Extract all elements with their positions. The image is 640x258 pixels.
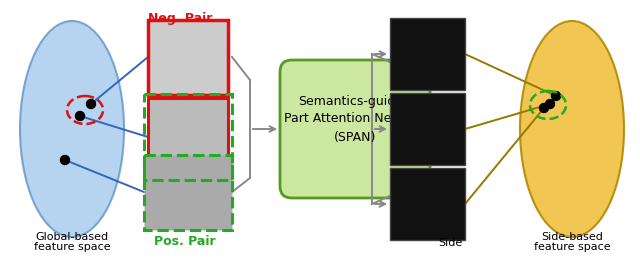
Circle shape xyxy=(76,111,84,120)
Bar xyxy=(148,20,228,95)
Text: Part Attention Network: Part Attention Network xyxy=(284,112,426,125)
Bar xyxy=(148,98,228,176)
Circle shape xyxy=(61,156,70,165)
Bar xyxy=(144,94,232,180)
Text: Pos. Pair: Pos. Pair xyxy=(154,235,216,248)
Text: feature space: feature space xyxy=(534,242,611,252)
Text: (SPAN): (SPAN) xyxy=(334,131,376,143)
Circle shape xyxy=(545,100,554,109)
Bar xyxy=(390,18,465,90)
Text: Side: Side xyxy=(438,238,462,248)
Text: Side-based: Side-based xyxy=(541,232,603,242)
Bar xyxy=(390,93,465,165)
Text: feature space: feature space xyxy=(34,242,110,252)
Ellipse shape xyxy=(520,21,624,237)
Text: Semantics-guided: Semantics-guided xyxy=(298,94,412,108)
Text: Global-based: Global-based xyxy=(35,232,109,242)
Circle shape xyxy=(552,92,561,101)
Bar xyxy=(144,155,232,230)
Bar xyxy=(390,168,465,240)
Circle shape xyxy=(86,100,95,109)
Circle shape xyxy=(540,103,548,112)
Ellipse shape xyxy=(20,21,124,237)
FancyBboxPatch shape xyxy=(280,60,430,198)
Text: Neg. Pair: Neg. Pair xyxy=(148,12,212,25)
